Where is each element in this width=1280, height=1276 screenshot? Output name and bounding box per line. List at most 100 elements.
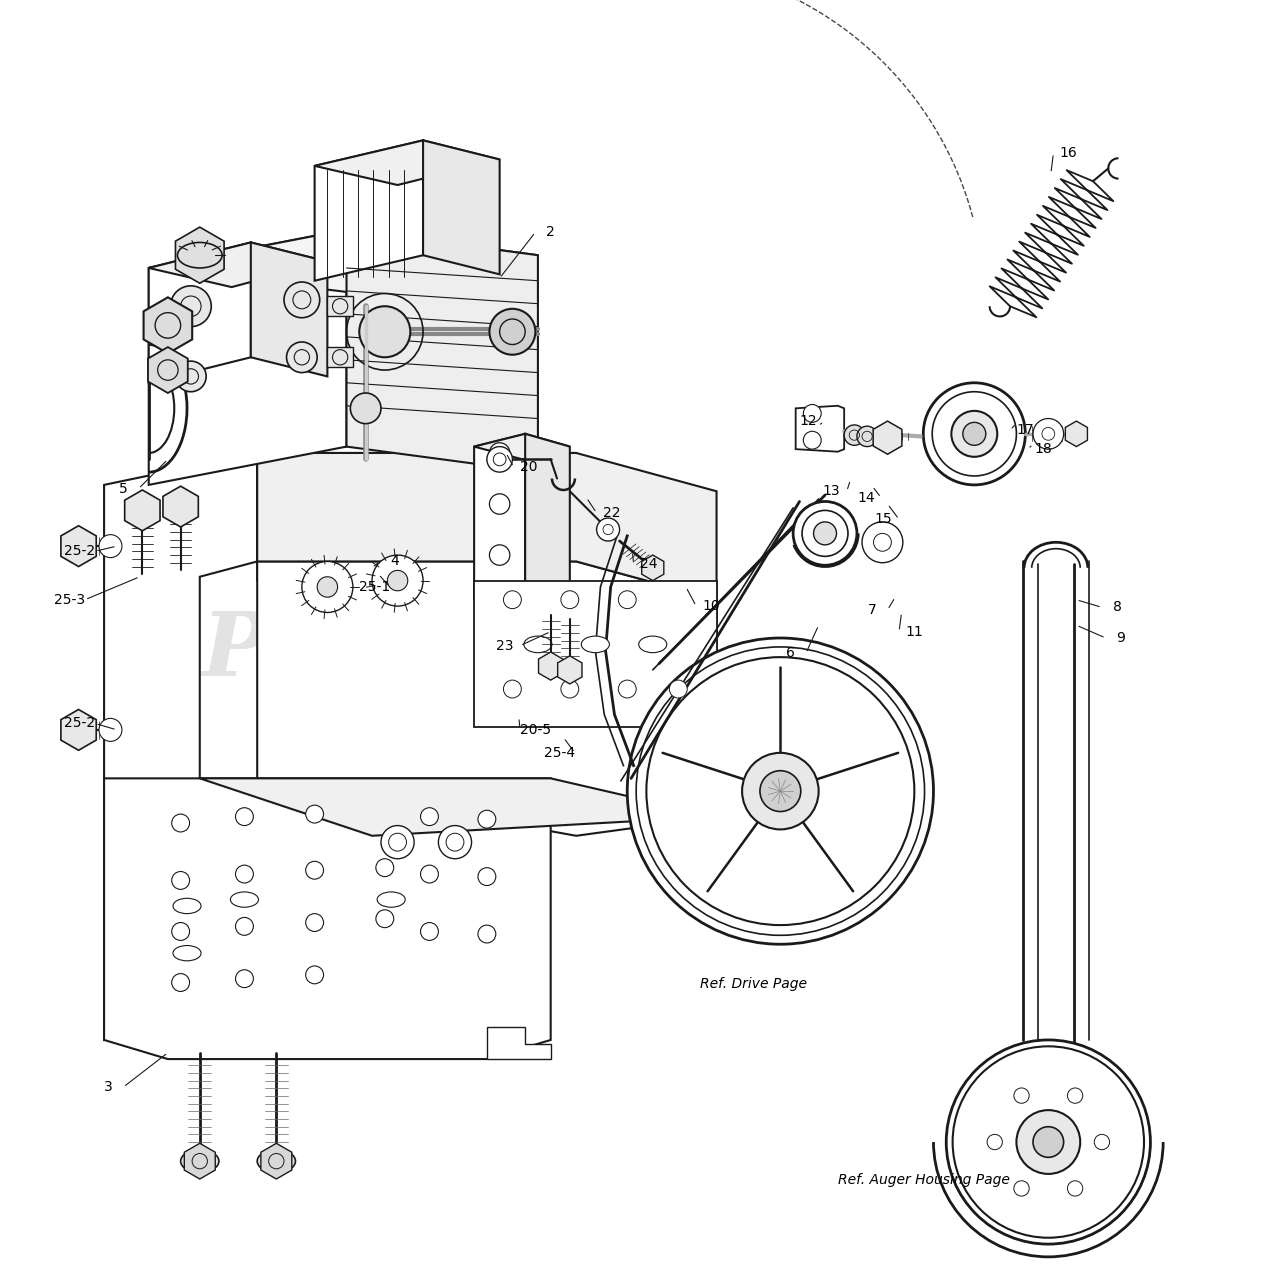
Polygon shape bbox=[148, 242, 251, 383]
Text: Tree: Tree bbox=[461, 607, 681, 694]
Polygon shape bbox=[347, 230, 538, 472]
Text: 14: 14 bbox=[858, 491, 874, 504]
Circle shape bbox=[477, 868, 495, 886]
Circle shape bbox=[618, 591, 636, 609]
Circle shape bbox=[951, 411, 997, 457]
Circle shape bbox=[388, 570, 408, 591]
Circle shape bbox=[99, 718, 122, 741]
Circle shape bbox=[317, 577, 338, 597]
Text: 22: 22 bbox=[603, 507, 621, 519]
Text: 25-4: 25-4 bbox=[544, 746, 575, 759]
Polygon shape bbox=[257, 561, 717, 836]
Polygon shape bbox=[104, 778, 200, 1040]
Text: 25-2: 25-2 bbox=[64, 717, 96, 730]
Circle shape bbox=[381, 826, 415, 859]
Ellipse shape bbox=[173, 946, 201, 961]
Polygon shape bbox=[539, 652, 563, 680]
Polygon shape bbox=[424, 140, 499, 274]
Circle shape bbox=[923, 383, 1025, 485]
Text: 25-3: 25-3 bbox=[54, 593, 86, 606]
Circle shape bbox=[804, 404, 822, 422]
Ellipse shape bbox=[639, 637, 667, 653]
Circle shape bbox=[376, 910, 394, 928]
Circle shape bbox=[561, 591, 579, 609]
Circle shape bbox=[170, 286, 211, 327]
Circle shape bbox=[760, 771, 801, 812]
Circle shape bbox=[646, 657, 914, 925]
Circle shape bbox=[1068, 1088, 1083, 1104]
Text: 4: 4 bbox=[390, 555, 399, 568]
Ellipse shape bbox=[581, 637, 609, 653]
Circle shape bbox=[372, 555, 424, 606]
Circle shape bbox=[477, 925, 495, 943]
Circle shape bbox=[172, 974, 189, 991]
Circle shape bbox=[489, 494, 509, 514]
Circle shape bbox=[627, 638, 933, 944]
Polygon shape bbox=[200, 778, 717, 836]
Circle shape bbox=[438, 826, 471, 859]
Polygon shape bbox=[315, 140, 424, 281]
Text: 2: 2 bbox=[547, 226, 556, 239]
Ellipse shape bbox=[230, 892, 259, 907]
Circle shape bbox=[172, 923, 189, 940]
Circle shape bbox=[236, 970, 253, 988]
Polygon shape bbox=[257, 453, 717, 600]
Circle shape bbox=[1014, 1180, 1029, 1196]
Circle shape bbox=[306, 966, 324, 984]
Circle shape bbox=[814, 522, 837, 545]
Circle shape bbox=[794, 501, 856, 565]
Text: 10: 10 bbox=[703, 600, 721, 612]
Circle shape bbox=[421, 923, 438, 940]
Text: 25-1: 25-1 bbox=[358, 581, 390, 593]
Circle shape bbox=[477, 810, 495, 828]
Circle shape bbox=[618, 680, 636, 698]
Text: Ref. Drive Page: Ref. Drive Page bbox=[700, 977, 806, 990]
Text: 24: 24 bbox=[640, 558, 658, 570]
Circle shape bbox=[489, 443, 509, 463]
Text: 16: 16 bbox=[1060, 147, 1078, 160]
Circle shape bbox=[1033, 419, 1064, 449]
Circle shape bbox=[596, 518, 620, 541]
Text: 25-2: 25-2 bbox=[64, 545, 96, 558]
Circle shape bbox=[946, 1040, 1151, 1244]
Polygon shape bbox=[474, 581, 717, 727]
Circle shape bbox=[932, 392, 1016, 476]
Circle shape bbox=[804, 431, 822, 449]
Text: 18: 18 bbox=[1034, 443, 1052, 456]
Circle shape bbox=[302, 561, 353, 612]
Text: 12: 12 bbox=[800, 415, 817, 427]
Circle shape bbox=[503, 591, 521, 609]
Circle shape bbox=[306, 914, 324, 931]
Polygon shape bbox=[163, 486, 198, 527]
Polygon shape bbox=[148, 347, 188, 393]
Text: 8: 8 bbox=[1112, 601, 1121, 614]
Polygon shape bbox=[474, 434, 525, 600]
Circle shape bbox=[421, 865, 438, 883]
Text: Parts: Parts bbox=[201, 607, 461, 694]
Circle shape bbox=[360, 306, 411, 357]
Text: 6: 6 bbox=[786, 647, 795, 660]
Ellipse shape bbox=[257, 1150, 296, 1173]
Polygon shape bbox=[261, 1143, 292, 1179]
Polygon shape bbox=[486, 1027, 550, 1059]
Circle shape bbox=[306, 805, 324, 823]
Circle shape bbox=[845, 425, 864, 445]
Circle shape bbox=[1016, 1110, 1080, 1174]
Text: 23: 23 bbox=[495, 639, 513, 652]
Polygon shape bbox=[124, 490, 160, 531]
Text: 7: 7 bbox=[868, 604, 877, 616]
Circle shape bbox=[172, 814, 189, 832]
Polygon shape bbox=[474, 434, 570, 459]
Circle shape bbox=[503, 680, 521, 698]
Polygon shape bbox=[257, 453, 576, 581]
Circle shape bbox=[987, 1134, 1002, 1150]
Circle shape bbox=[1068, 1180, 1083, 1196]
Polygon shape bbox=[525, 434, 570, 600]
Ellipse shape bbox=[180, 1150, 219, 1173]
Polygon shape bbox=[104, 453, 257, 842]
Circle shape bbox=[236, 917, 253, 935]
Polygon shape bbox=[251, 242, 328, 376]
Text: 11: 11 bbox=[905, 625, 923, 638]
Polygon shape bbox=[873, 421, 902, 454]
Circle shape bbox=[486, 447, 512, 472]
